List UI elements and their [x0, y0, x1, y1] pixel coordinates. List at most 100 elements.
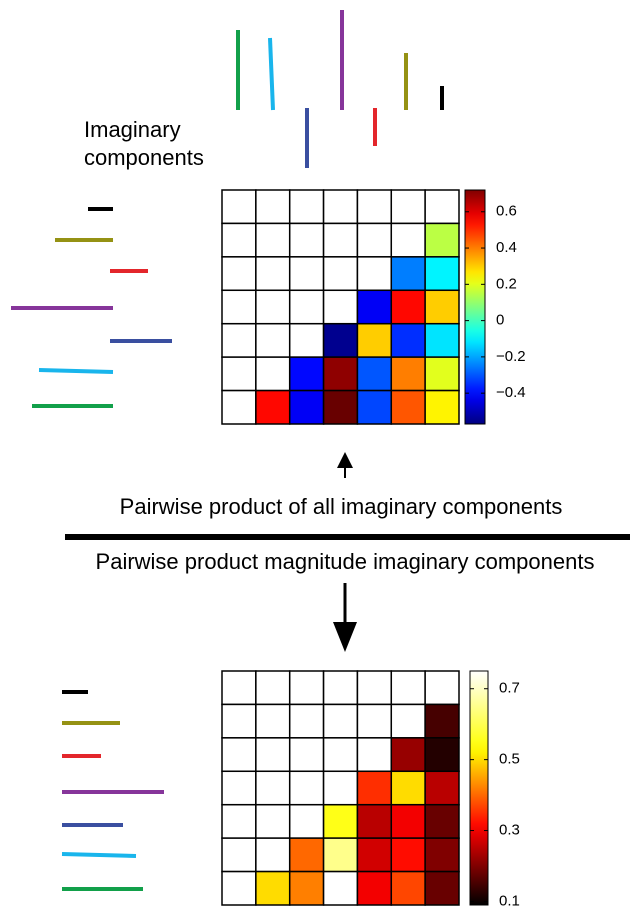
heatmap-cell: [390, 289, 426, 325]
empty-cell: [356, 703, 393, 739]
colorbar-tick-label: 0.7: [499, 680, 520, 697]
heatmap-cell: [356, 770, 393, 806]
heatmap-cell: [288, 356, 325, 392]
empty-cell: [322, 770, 359, 806]
empty-cell: [255, 322, 291, 358]
heatmap-cell: [390, 256, 426, 292]
empty-cell: [221, 837, 257, 873]
colorbar-tick-label: 0.6: [496, 203, 517, 220]
heatmap-cell: [424, 870, 460, 906]
heatmap-cell: [356, 389, 393, 425]
empty-cell: [356, 189, 393, 225]
empty-cell: [322, 222, 359, 258]
heatmap-cell: [255, 870, 291, 906]
colorbar-tick-label: 0.3: [499, 822, 520, 839]
component-lines-left-1: [11, 207, 172, 408]
empty-cell: [255, 670, 291, 706]
empty-cell: [221, 803, 257, 839]
heatmap-cell: [424, 289, 460, 325]
empty-cell: [390, 222, 426, 258]
empty-cell: [221, 222, 257, 258]
heatmap-cell: [288, 837, 325, 873]
colorbar-tick-label: 0.5: [499, 751, 520, 768]
empty-cell: [390, 189, 426, 225]
empty-cell: [221, 289, 257, 325]
empty-cell: [255, 256, 291, 292]
heatmap-cell: [288, 870, 325, 906]
empty-cell: [424, 189, 460, 225]
empty-cell: [288, 803, 325, 839]
empty-cell: [288, 322, 325, 358]
empty-cell: [255, 770, 291, 806]
empty-cell: [322, 737, 359, 773]
colorbar-tick-label: 0.4: [496, 239, 517, 256]
heatmap-cell: [322, 837, 359, 873]
empty-cell: [288, 256, 325, 292]
empty-cell: [288, 737, 325, 773]
heatmap-cell: [255, 389, 291, 425]
empty-cell: [356, 670, 393, 706]
heatmap-cell: [424, 703, 460, 739]
heatmap-cell: [390, 389, 426, 425]
colorbar: [469, 670, 489, 906]
empty-cell: [390, 670, 426, 706]
colorbar-tick-label: −0.4: [496, 384, 526, 401]
empty-cell: [221, 189, 257, 225]
caption: Pairwise product magnitude imaginary com…: [95, 549, 595, 574]
heatmap-cell: [390, 870, 426, 906]
heatmap-cell: [390, 322, 426, 358]
empty-cell: [221, 356, 257, 392]
empty-cell: [424, 670, 460, 706]
heatmap-cell: [390, 837, 426, 873]
empty-cell: [390, 703, 426, 739]
empty-cell: [288, 770, 325, 806]
heatmap-cell: [424, 222, 460, 258]
heatmap-cell: [288, 389, 325, 425]
empty-cell: [322, 289, 359, 325]
empty-cell: [255, 703, 291, 739]
empty-cell: [322, 256, 359, 292]
colorbar-tick-label: −0.2: [496, 348, 526, 365]
heatmap-cell: [322, 870, 359, 906]
colorbar-tick-label: 0: [496, 312, 504, 329]
heatmap-cell: [390, 737, 426, 773]
empty-cell: [255, 803, 291, 839]
heatmap-cell: [424, 837, 460, 873]
colorbar-tick-label: 0.1: [499, 892, 520, 909]
empty-cell: [356, 737, 393, 773]
empty-cell: [356, 222, 393, 258]
empty-cell: [288, 670, 325, 706]
empty-cell: [255, 837, 291, 873]
empty-cell: [221, 322, 257, 358]
component-line: [268, 37, 275, 111]
heatmap-cell: [322, 322, 359, 358]
component-lines-left-2: [61, 690, 164, 891]
heatmap-cell: [322, 389, 359, 425]
heatmap-cell: [356, 356, 393, 392]
empty-cell: [356, 256, 393, 292]
empty-cell: [322, 703, 359, 739]
empty-cell: [322, 670, 359, 706]
heatmap-cell: [424, 770, 460, 806]
colorbar: [464, 189, 486, 425]
heatmap-cell: [424, 356, 460, 392]
component-line: [61, 852, 137, 858]
annotation: Imaginary components: [84, 117, 204, 170]
component-line: [38, 368, 114, 374]
empty-cell: [255, 189, 291, 225]
empty-cell: [288, 189, 325, 225]
empty-cell: [288, 289, 325, 325]
empty-cell: [288, 222, 325, 258]
empty-cell: [221, 737, 257, 773]
empty-cell: [221, 870, 257, 906]
heatmap-cell: [356, 322, 393, 358]
component-lines-top: [236, 10, 444, 168]
heatmap-cell: [356, 803, 393, 839]
empty-cell: [221, 670, 257, 706]
empty-cell: [255, 737, 291, 773]
heatmap-cell: [424, 256, 460, 292]
empty-cell: [255, 356, 291, 392]
heatmap-cell: [356, 870, 393, 906]
heatmap-cell: [424, 389, 460, 425]
